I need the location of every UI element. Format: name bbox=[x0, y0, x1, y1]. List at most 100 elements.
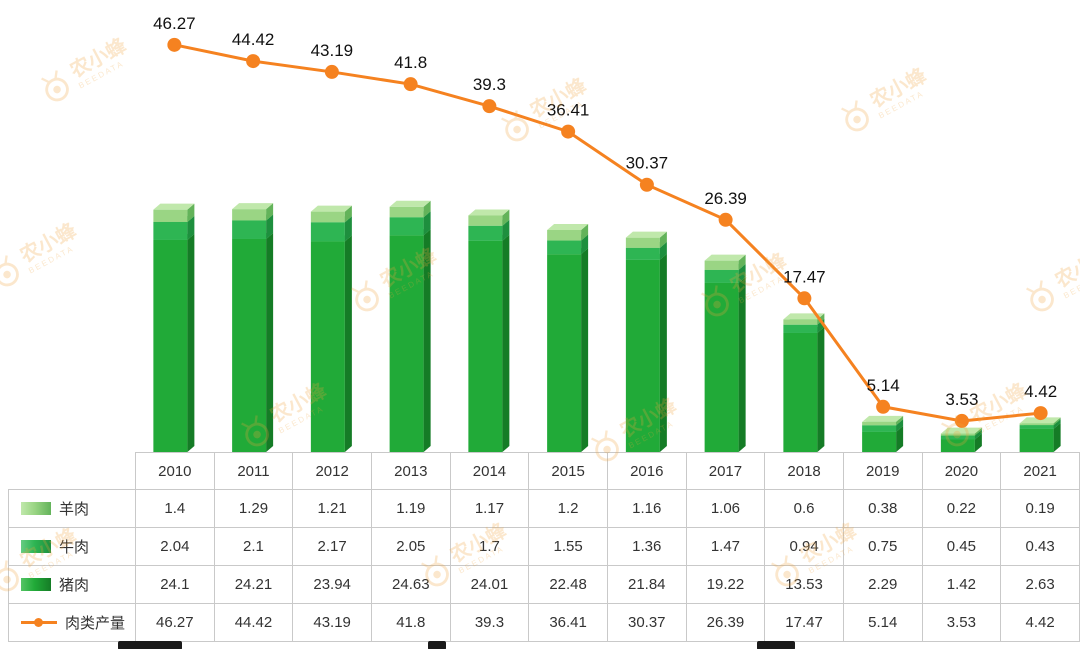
cropped-caption-fragment bbox=[757, 641, 795, 649]
value-cell: 24.63 bbox=[370, 565, 451, 604]
data-table: 2010 2011 2012 2013 2014 2015 2016 2017 2018 2019… bbox=[8, 452, 1080, 642]
legend-label: 牛肉 bbox=[59, 539, 90, 556]
value-cell: 24.21 bbox=[213, 565, 294, 604]
meat-production-chart: 46.27 44.42 43.19 41.8 39.3 36.41 30.37 26.39 17… bbox=[153, 14, 1061, 452]
line-point[interactable] bbox=[561, 124, 576, 139]
bar-segment-羊肉[interactable] bbox=[547, 223, 589, 241]
table-corner-blank bbox=[9, 453, 136, 490]
bar-segment-羊肉[interactable] bbox=[389, 200, 431, 218]
value-cell: 1.06 bbox=[685, 489, 766, 528]
bar-segment-猪肉[interactable] bbox=[232, 232, 274, 452]
line-point[interactable] bbox=[167, 37, 182, 52]
line-point[interactable] bbox=[403, 77, 418, 92]
line-point[interactable] bbox=[876, 399, 891, 414]
bar-segment-猪肉[interactable] bbox=[704, 276, 746, 452]
bar-segment-猪肉[interactable] bbox=[547, 248, 589, 452]
point-value-label: 41.8 bbox=[394, 53, 427, 72]
value-cell: 1.4 bbox=[135, 489, 215, 528]
line-point[interactable] bbox=[246, 54, 261, 69]
legend-label: 猪肉 bbox=[59, 577, 90, 594]
value-cell: 0.22 bbox=[921, 489, 1002, 528]
legend-羊肉[interactable]: 羊肉 bbox=[8, 489, 136, 528]
line-point[interactable] bbox=[797, 291, 812, 306]
value-cell: 2.63 bbox=[1000, 565, 1080, 604]
table-row-牛肉: 牛肉 2.04 2.1 2.17 2.05 1.7 1.55 1.36 1.47 0.94 0.75… bbox=[8, 527, 1080, 566]
bar-segment-羊肉[interactable] bbox=[232, 203, 274, 221]
value-cell: 24.01 bbox=[449, 565, 530, 604]
bar-segment-猪肉[interactable] bbox=[153, 233, 195, 452]
value-cell: 2.1 bbox=[213, 527, 294, 566]
value-cell: 22.48 bbox=[528, 565, 608, 604]
value-cell: 1.17 bbox=[449, 489, 530, 528]
legend-bar-swatch bbox=[21, 578, 51, 591]
bar-segment-羊肉[interactable] bbox=[862, 415, 904, 426]
line-point[interactable] bbox=[482, 99, 497, 114]
value-cell: 2.29 bbox=[842, 565, 923, 604]
value-cell: 19.22 bbox=[685, 565, 766, 604]
bar-segment-猪肉[interactable] bbox=[468, 234, 510, 452]
line-point[interactable] bbox=[718, 212, 733, 227]
cropped-caption-fragment bbox=[118, 641, 182, 649]
value-cell: 1.16 bbox=[606, 489, 687, 528]
value-cell: 36.41 bbox=[528, 603, 608, 642]
value-cell: 0.19 bbox=[1000, 489, 1080, 528]
legend-牛肉[interactable]: 牛肉 bbox=[8, 527, 136, 566]
table-row-肉类产量: 肉类产量 46.27 44.42 43.19 41.8 39.3 36.41 30.37 26.… bbox=[8, 603, 1080, 642]
bar-segment-猪肉[interactable] bbox=[310, 235, 352, 452]
bar-segment-猪肉[interactable] bbox=[389, 229, 431, 452]
line-point[interactable] bbox=[324, 64, 339, 79]
bar-segment-羊肉[interactable] bbox=[704, 254, 746, 270]
legend-肉类产量[interactable]: 肉类产量 bbox=[8, 603, 136, 642]
legend-bar-swatch bbox=[21, 540, 51, 553]
value-cell: 43.19 bbox=[292, 603, 372, 642]
point-value-label: 5.14 bbox=[867, 376, 900, 395]
value-cell: 13.53 bbox=[764, 565, 844, 604]
value-cell: 1.29 bbox=[213, 489, 294, 528]
bar-segment-羊肉[interactable] bbox=[153, 203, 195, 222]
value-cell: 4.42 bbox=[1000, 603, 1080, 642]
year-header: 2016 bbox=[606, 452, 687, 490]
legend-猪肉[interactable]: 猪肉 bbox=[8, 565, 136, 604]
value-cell: 17.47 bbox=[764, 603, 844, 642]
value-cell: 1.2 bbox=[528, 489, 608, 528]
value-cell: 0.43 bbox=[1000, 527, 1080, 566]
value-cell: 1.55 bbox=[528, 527, 608, 566]
value-cell: 23.94 bbox=[292, 565, 372, 604]
value-cell: 24.1 bbox=[135, 565, 215, 604]
value-cell: 26.39 bbox=[685, 603, 766, 642]
year-header: 2010 bbox=[135, 452, 215, 490]
bar-segment-羊肉[interactable] bbox=[940, 427, 982, 436]
table-row-猪肉: 猪肉 24.1 24.21 23.94 24.63 24.01 22.48 21.84 19.2… bbox=[8, 565, 1080, 604]
bar-segment-羊肉[interactable] bbox=[310, 205, 352, 223]
value-cell: 2.17 bbox=[292, 527, 372, 566]
year-header: 2014 bbox=[449, 452, 530, 490]
bar-segment-猪肉[interactable] bbox=[783, 326, 825, 452]
value-cell: 46.27 bbox=[135, 603, 215, 642]
bar-segment-猪肉[interactable] bbox=[625, 253, 667, 452]
line-point[interactable] bbox=[639, 177, 654, 192]
value-cell: 0.75 bbox=[842, 527, 923, 566]
data-table-wrap: 2010 2011 2012 2013 2014 2015 2016 2017 2018 2019… bbox=[8, 452, 1080, 642]
line-point[interactable] bbox=[1033, 406, 1048, 421]
point-value-label: 46.27 bbox=[153, 14, 196, 33]
year-header: 2015 bbox=[528, 452, 608, 490]
bar-segment-羊肉[interactable] bbox=[1019, 417, 1061, 426]
legend-label: 羊肉 bbox=[59, 501, 90, 518]
value-cell: 0.38 bbox=[842, 489, 923, 528]
value-cell: 21.84 bbox=[606, 565, 687, 604]
bar-segment-羊肉[interactable] bbox=[625, 231, 667, 248]
year-header: 2013 bbox=[370, 452, 451, 490]
value-cell: 30.37 bbox=[606, 603, 687, 642]
year-header-row: 2010 2011 2012 2013 2014 2015 2016 2017 2018 2019… bbox=[9, 452, 1080, 490]
year-header: 2011 bbox=[213, 452, 294, 490]
value-cell: 3.53 bbox=[921, 603, 1002, 642]
year-header: 2021 bbox=[1000, 452, 1080, 490]
value-cell: 44.42 bbox=[213, 603, 294, 642]
point-value-label: 36.41 bbox=[547, 101, 590, 120]
year-header: 2018 bbox=[764, 452, 844, 490]
value-cell: 1.42 bbox=[921, 565, 1002, 604]
year-header: 2020 bbox=[921, 452, 1002, 490]
bar-segment-羊肉[interactable] bbox=[468, 209, 510, 226]
line-point[interactable] bbox=[954, 413, 969, 428]
